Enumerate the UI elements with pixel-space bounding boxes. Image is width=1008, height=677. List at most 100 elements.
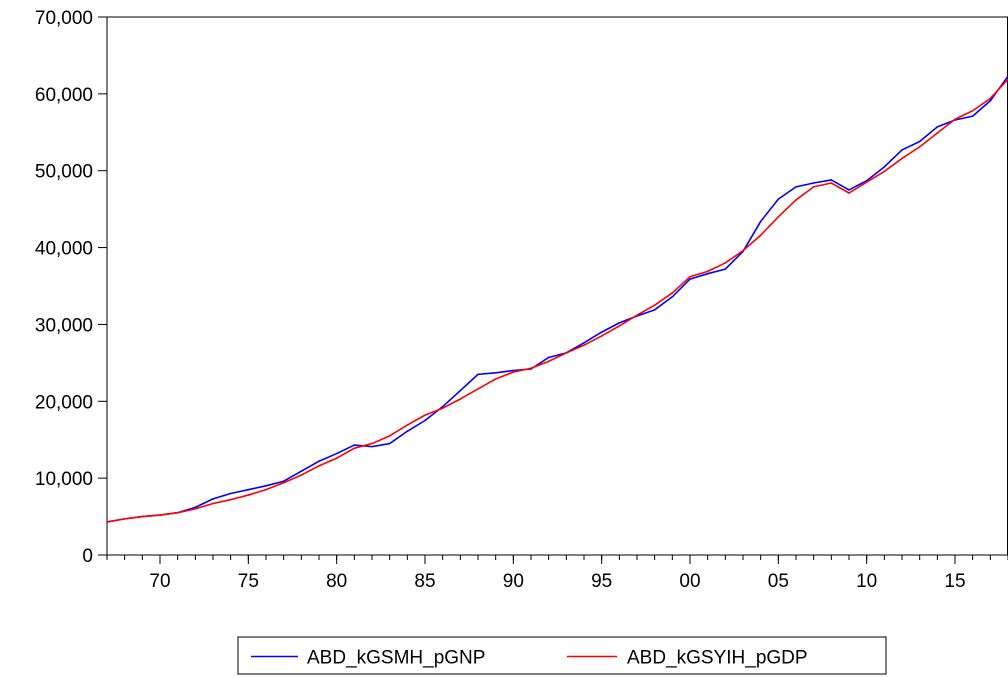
- data-point: [883, 166, 886, 168]
- data-point: [989, 99, 992, 102]
- data-point: [918, 140, 921, 143]
- plot-border: [106, 16, 1008, 556]
- data-point: [865, 181, 868, 184]
- data-point: [335, 457, 338, 459]
- x-tick-label: 10: [856, 571, 877, 592]
- data-point: [759, 220, 762, 223]
- data-point: [176, 511, 179, 514]
- data-point: [706, 270, 709, 273]
- data-point: [830, 182, 833, 184]
- data-point: [724, 268, 727, 270]
- data-point: [742, 249, 744, 252]
- data-point: [547, 356, 550, 359]
- y-tick-label: 60,000: [35, 85, 93, 106]
- data-point: [565, 352, 568, 354]
- data-point: [812, 182, 815, 184]
- series-1: [106, 75, 1008, 523]
- y-tick-label: 40,000: [35, 239, 93, 260]
- data-point: [300, 474, 303, 476]
- data-point: [300, 470, 303, 473]
- data-point: [618, 325, 621, 327]
- data-point: [883, 170, 886, 173]
- data-point: [547, 360, 550, 363]
- data-point: [353, 444, 356, 446]
- data-point: [459, 389, 462, 392]
- data-point: [106, 521, 108, 523]
- legend-box: [237, 636, 887, 675]
- x-tick-label: 05: [768, 571, 789, 592]
- data-point: [706, 272, 709, 275]
- data-point: [441, 405, 444, 408]
- data-point: [424, 419, 426, 422]
- data-point: [653, 304, 656, 307]
- data-point: [812, 186, 815, 188]
- y-tick-label: 0: [82, 546, 93, 567]
- data-point: [141, 515, 144, 518]
- data-point: [282, 481, 285, 484]
- data-point: [229, 492, 232, 495]
- legend-label: ABD_kGSYIH_pGDP: [627, 648, 808, 669]
- data-point: [618, 322, 621, 324]
- data-point: [901, 157, 903, 160]
- data-point: [954, 118, 956, 121]
- data-point: [424, 414, 426, 416]
- x-tick-label: 15: [944, 571, 965, 592]
- data-point: [318, 460, 320, 463]
- x-axis: 70 75 80 85 90 95 00 05 10 15: [106, 555, 1008, 592]
- data-point: [936, 126, 939, 128]
- data-point: [406, 424, 409, 426]
- y-tick-label: 50,000: [35, 162, 93, 183]
- data-point: [371, 442, 373, 445]
- data-point: [671, 295, 674, 298]
- data-point: [318, 465, 320, 467]
- data-point: [477, 373, 479, 376]
- legend: ABD_kGSMH_pGNP ABD_kGSYIH_pGDP: [237, 636, 887, 675]
- data-point: [583, 344, 585, 346]
- data-point: [600, 335, 603, 337]
- data-point: [901, 149, 903, 151]
- data-point: [247, 494, 250, 496]
- x-tick-label: 90: [503, 571, 524, 592]
- data-point: [653, 309, 656, 311]
- data-point: [371, 445, 373, 448]
- data-point: [777, 216, 780, 218]
- data-point: [724, 262, 727, 264]
- x-tick-label: 75: [238, 571, 259, 592]
- plot-area: [106, 16, 1008, 556]
- y-tick-label: 20,000: [35, 392, 93, 413]
- data-point: [159, 514, 161, 516]
- data-point: [936, 132, 939, 134]
- data-point: [388, 442, 391, 445]
- data-point: [795, 199, 797, 201]
- data-point: [335, 452, 338, 455]
- data-point: [194, 506, 197, 509]
- data-point: [848, 189, 850, 191]
- y-axis: 0 10,000 20,000 30,000 40,000 50,000 60,000 70,…: [35, 8, 107, 567]
- series-layer: [106, 75, 1008, 523]
- x-tick-label: 95: [591, 571, 612, 592]
- data-point: [830, 179, 833, 181]
- y-tick-label: 30,000: [35, 315, 93, 336]
- data-point: [971, 115, 974, 117]
- series-line: [106, 75, 1008, 523]
- x-tick-label: 80: [326, 571, 347, 592]
- data-point: [494, 372, 497, 374]
- data-point: [353, 447, 356, 449]
- data-point: [212, 498, 214, 500]
- data-point: [759, 234, 762, 237]
- y-tick-label: 10,000: [35, 469, 93, 490]
- data-point: [265, 485, 267, 487]
- data-point: [989, 97, 992, 100]
- data-point: [530, 367, 532, 370]
- data-point: [123, 518, 126, 520]
- series-2: [106, 78, 1008, 523]
- data-point: [512, 371, 515, 373]
- data-point: [918, 146, 921, 148]
- data-point: [689, 278, 691, 280]
- data-point: [194, 508, 197, 510]
- data-point: [459, 398, 462, 400]
- x-tick-label: 00: [679, 571, 700, 592]
- data-point: [795, 186, 797, 188]
- data-point: [229, 498, 232, 501]
- data-point: [671, 292, 674, 294]
